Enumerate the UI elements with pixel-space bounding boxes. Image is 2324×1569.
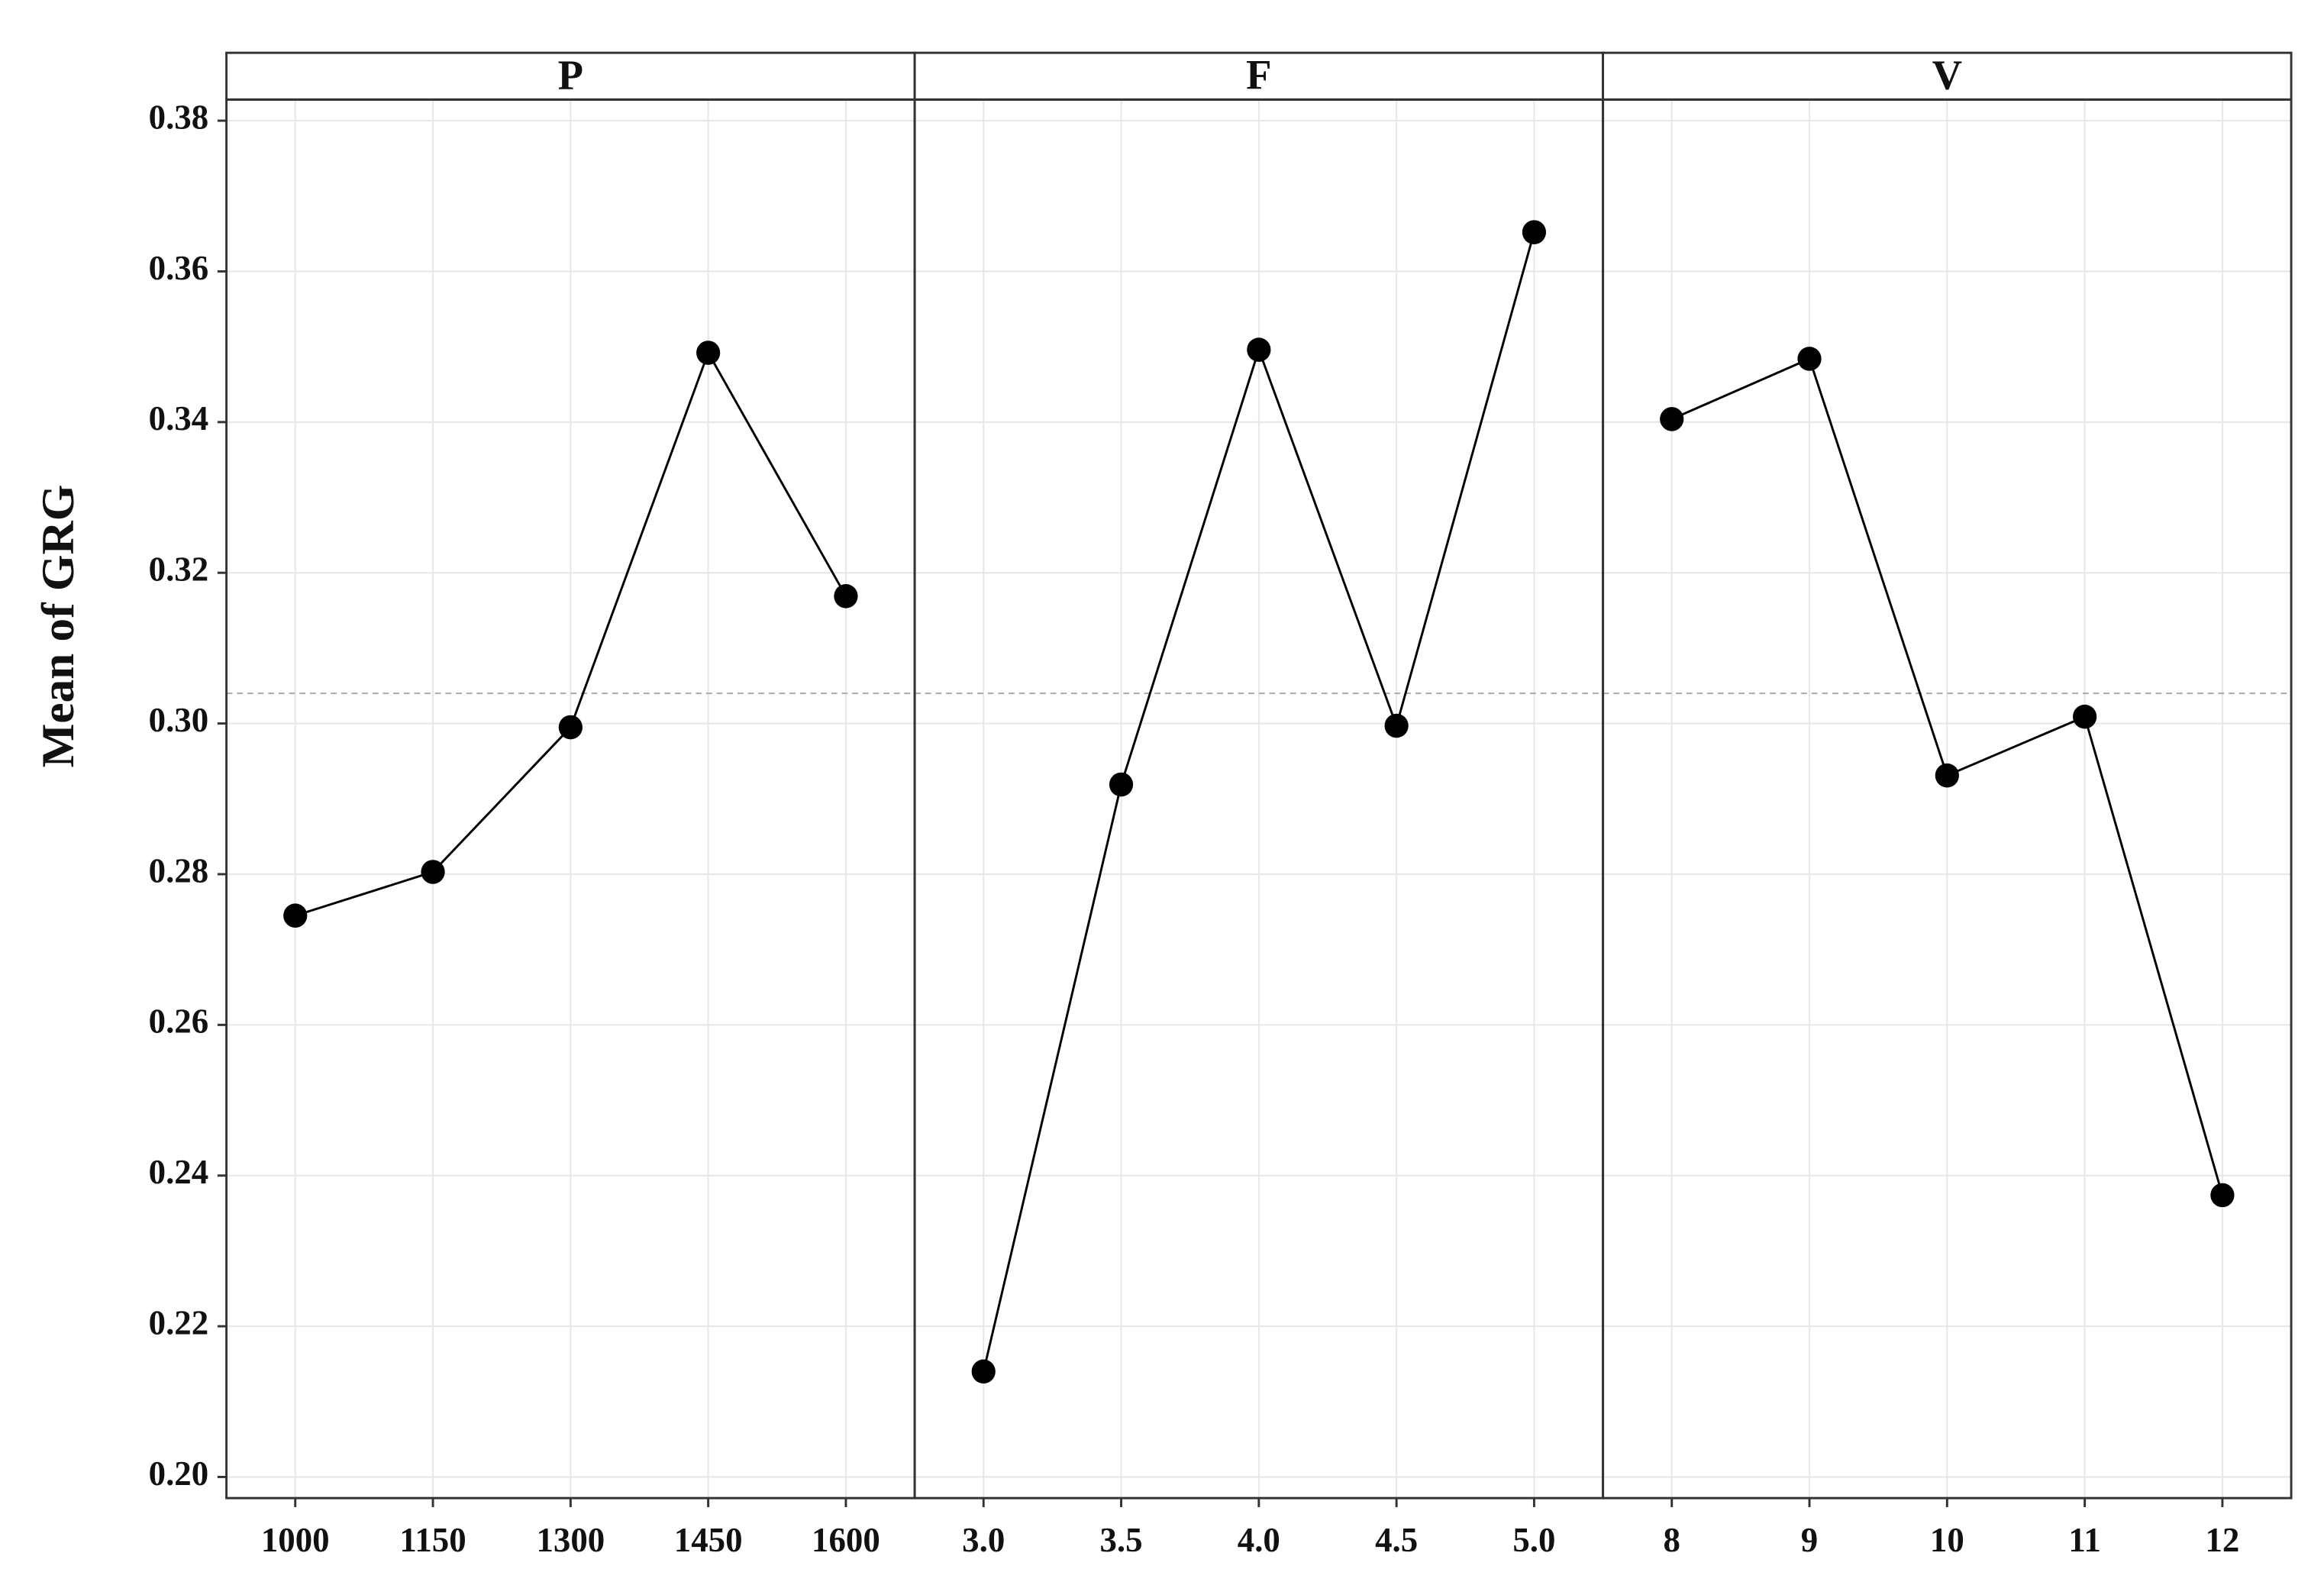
x-tick-label: 3.0 <box>962 1521 1005 1559</box>
data-point <box>2210 1183 2235 1208</box>
data-point <box>1935 763 1959 788</box>
y-tick-label: 0.24 <box>149 1153 209 1191</box>
data-point <box>1384 713 1409 738</box>
y-tick-label: 0.26 <box>149 1002 209 1041</box>
y-tick-label: 0.36 <box>149 249 209 287</box>
data-point <box>283 903 308 928</box>
data-point <box>1660 407 1684 431</box>
x-tick-label: 1000 <box>261 1521 330 1559</box>
y-tick-label: 0.28 <box>149 851 209 889</box>
y-axis-title: Mean of GRG <box>33 485 84 768</box>
data-point <box>696 341 721 365</box>
x-tick-label: 3.5 <box>1099 1521 1142 1559</box>
y-tick-label: 0.34 <box>149 399 209 437</box>
data-point <box>1109 772 1134 797</box>
data-point <box>1522 220 1547 244</box>
data-point <box>834 583 858 609</box>
y-tick-label: 0.30 <box>149 701 209 739</box>
data-point <box>2073 704 2097 729</box>
panel-title: F <box>1246 51 1271 98</box>
panel-strip <box>1602 51 2293 101</box>
x-tick-label: 1300 <box>536 1521 605 1559</box>
x-tick-label: 1150 <box>399 1521 466 1559</box>
panel-title: P <box>558 51 583 98</box>
x-tick-label: 9 <box>1801 1521 1818 1559</box>
panel-strip <box>913 51 1605 101</box>
data-point <box>971 1359 996 1384</box>
x-tick-label: 5.0 <box>1512 1521 1555 1559</box>
y-tick-label: 0.22 <box>149 1303 209 1341</box>
x-tick-label: 8 <box>1664 1521 1680 1559</box>
panel-title: V <box>1932 51 1963 98</box>
data-point <box>421 860 445 884</box>
y-tick-label: 0.38 <box>149 98 209 136</box>
x-tick-label: 4.0 <box>1238 1521 1280 1559</box>
x-tick-label: 11 <box>2068 1521 2100 1559</box>
x-tick-label: 12 <box>2205 1521 2239 1559</box>
panel-border <box>1602 98 2293 1500</box>
data-point <box>1797 347 1822 371</box>
x-tick-label: 1450 <box>674 1521 743 1559</box>
y-tick-label: 0.32 <box>149 550 209 588</box>
data-point <box>558 715 583 740</box>
panel-strip <box>225 51 916 101</box>
x-tick-label: 4.5 <box>1375 1521 1418 1559</box>
y-tick-label: 0.20 <box>149 1454 209 1493</box>
data-point <box>1247 337 1271 362</box>
x-tick-label: 10 <box>1930 1521 1964 1559</box>
x-tick-label: 1600 <box>812 1521 880 1559</box>
